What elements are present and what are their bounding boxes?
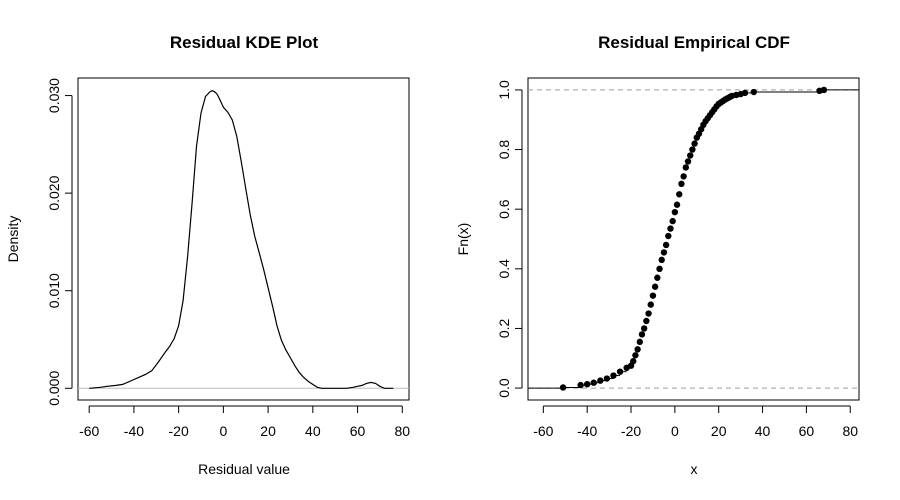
ecdf-point bbox=[684, 158, 692, 165]
ecdf-point bbox=[643, 317, 650, 325]
ecdf-point bbox=[820, 86, 828, 94]
kde-x-axis: -60 -40 -20 0 20 40 60 80 bbox=[79, 405, 411, 439]
kde-x-tick-label: -40 bbox=[124, 423, 144, 439]
ecdf-x-tick-label: 0 bbox=[671, 423, 679, 439]
kde-y-tick-label: 0.020 bbox=[46, 175, 62, 210]
ecdf-point bbox=[577, 381, 584, 389]
ecdf-title: Residual Empirical CDF bbox=[598, 33, 790, 52]
ecdf-y-tick-label: 0.2 bbox=[496, 319, 512, 339]
ecdf-point bbox=[671, 208, 679, 216]
ecdf-points bbox=[559, 86, 828, 391]
ecdf-point bbox=[630, 358, 637, 365]
ecdf-x-tick-label: 20 bbox=[711, 423, 727, 439]
ecdf-point bbox=[750, 88, 757, 96]
kde-x-tick-label: -60 bbox=[79, 423, 99, 439]
ecdf-y-tick-label: 0.0 bbox=[496, 378, 512, 398]
ecdf-point bbox=[638, 331, 646, 338]
ecdf-point bbox=[651, 283, 659, 290]
kde-y-axis-label: Density bbox=[5, 216, 21, 263]
ecdf-x-tick-label: 60 bbox=[799, 423, 815, 439]
ecdf-x-tick-label: -20 bbox=[621, 423, 641, 439]
ecdf-point bbox=[654, 274, 661, 281]
ecdf-y-tick-label: 0.6 bbox=[496, 199, 512, 219]
kde-y-tick-label: 0.030 bbox=[46, 78, 62, 113]
kde-x-tick-label: 40 bbox=[305, 423, 321, 439]
ecdf-point bbox=[689, 146, 696, 153]
ecdf-point bbox=[590, 379, 597, 386]
kde-y-tick-label: 0.000 bbox=[46, 371, 62, 406]
ecdf-y-axis-label: Fn(x) bbox=[455, 223, 471, 256]
ecdf-point bbox=[691, 140, 698, 147]
ecdf-x-axis-label: x bbox=[691, 461, 698, 477]
kde-y-tick-label: 0.010 bbox=[46, 273, 62, 308]
ecdf-point bbox=[597, 377, 604, 384]
ecdf-point bbox=[667, 225, 674, 232]
ecdf-y-tick-label: 0.4 bbox=[496, 259, 512, 279]
kde-panel: Residual KDE Plot -60 -40 -20 0 20 40 60 80 0.0… bbox=[5, 33, 410, 477]
ecdf-point bbox=[673, 201, 681, 208]
kde-x-tick-label: 20 bbox=[260, 423, 276, 439]
kde-density-line bbox=[89, 90, 394, 389]
ecdf-point bbox=[583, 380, 591, 388]
kde-x-tick-label: -20 bbox=[169, 423, 189, 439]
ecdf-point bbox=[616, 368, 624, 375]
ecdf-point bbox=[636, 338, 643, 346]
ecdf-point bbox=[658, 256, 665, 264]
ecdf-x-tick-label: -60 bbox=[533, 423, 553, 439]
ecdf-point bbox=[649, 292, 657, 299]
kde-plot-frame bbox=[77, 77, 410, 401]
ecdf-point bbox=[660, 249, 668, 256]
ecdf-y-axis: 0.0 0.2 0.4 0.6 0.8 1.0 bbox=[496, 80, 523, 398]
ecdf-x-tick-label: -40 bbox=[577, 423, 597, 439]
kde-x-tick-label: 60 bbox=[350, 423, 366, 439]
kde-x-tick-label: 80 bbox=[395, 423, 411, 439]
kde-x-tick-label: 0 bbox=[219, 423, 227, 439]
kde-title: Residual KDE Plot bbox=[170, 33, 319, 52]
ecdf-point bbox=[662, 241, 670, 249]
ecdf-x-tick-label: 80 bbox=[842, 423, 858, 439]
ecdf-y-tick-label: 1.0 bbox=[496, 80, 512, 100]
ecdf-x-tick-label: 40 bbox=[755, 423, 771, 439]
ecdf-point bbox=[680, 173, 687, 180]
ecdf-point bbox=[676, 191, 683, 198]
ecdf-point bbox=[678, 180, 685, 188]
ecdf-point bbox=[647, 301, 654, 308]
ecdf-point bbox=[603, 375, 611, 382]
ecdf-reference-lines bbox=[528, 89, 859, 389]
ecdf-x-axis: -60 -40 -20 0 20 40 60 80 bbox=[533, 405, 858, 439]
ecdf-point bbox=[669, 217, 676, 225]
ecdf-y-tick-label: 0.8 bbox=[496, 140, 512, 160]
ecdf-point bbox=[632, 352, 639, 359]
kde-y-axis: 0.000 0.010 0.020 0.030 bbox=[46, 78, 73, 406]
ecdf-point bbox=[741, 89, 749, 97]
kde-x-axis-label: Residual value bbox=[198, 461, 290, 477]
kde-density-series bbox=[89, 90, 394, 389]
ecdf-point bbox=[656, 265, 663, 273]
ecdf-point bbox=[665, 232, 672, 240]
ecdf-plot-frame bbox=[527, 77, 860, 401]
ecdf-point bbox=[559, 384, 567, 391]
ecdf-point bbox=[682, 164, 690, 171]
ecdf-point bbox=[645, 310, 652, 317]
ecdf-point bbox=[634, 346, 641, 353]
ecdf-panel: Residual Empirical CDF -60 -40 -20 0 20 40 60 8… bbox=[455, 33, 860, 477]
ecdf-point bbox=[610, 372, 617, 379]
ecdf-point bbox=[687, 152, 694, 159]
ecdf-point bbox=[640, 325, 648, 332]
